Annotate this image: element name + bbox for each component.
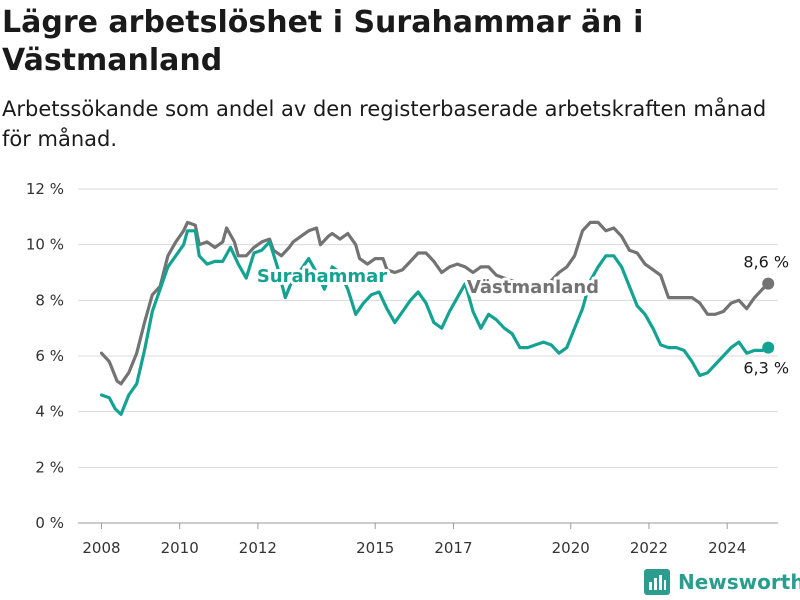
y-tick-label: 10 % [26, 236, 64, 254]
series-end-marker [762, 341, 775, 354]
series-annotation-surahammar: Surahammar [257, 266, 387, 287]
newsworthy-icon [644, 569, 670, 595]
series-annotation-halo: Västmanland [467, 277, 599, 298]
x-tick-label: 2017 [434, 539, 472, 557]
x-tick-label: 2024 [708, 539, 746, 557]
y-tick-label: 2 % [35, 458, 64, 476]
x-tick-label: 2022 [630, 539, 668, 557]
y-tick-label: 0 % [35, 514, 64, 532]
chart-title: Lägre arbetslöshet i Surahammar än i Väs… [2, 5, 644, 78]
y-tick-label: 6 % [35, 347, 64, 365]
x-tick-label: 2015 [356, 539, 394, 557]
y-tick-label: 4 % [35, 403, 64, 421]
series-annotation-västmanland: Västmanland [467, 277, 599, 298]
series-end-marker [762, 277, 775, 290]
series-line-surahammar [99, 229, 770, 416]
x-tick-label: 2008 [82, 539, 120, 557]
series-line-västmanland [99, 220, 770, 386]
series-end-label: 6,3 % [743, 359, 789, 378]
x-tick-label: 2010 [161, 539, 199, 557]
series-annotation-halo: Surahammar [257, 266, 387, 287]
x-tick-label: 2020 [552, 539, 590, 557]
chart-subtitle: Arbetssökande som andel av den registerb… [2, 97, 767, 151]
y-tick-label: 12 % [26, 180, 64, 198]
x-tick-label: 2012 [239, 539, 277, 557]
series-end-label: 8,6 % [743, 253, 789, 272]
y-tick-label: 8 % [35, 291, 64, 309]
newsworthy-logo: Newsworthy [644, 566, 800, 598]
brand-name: Newsworthy [678, 570, 800, 594]
